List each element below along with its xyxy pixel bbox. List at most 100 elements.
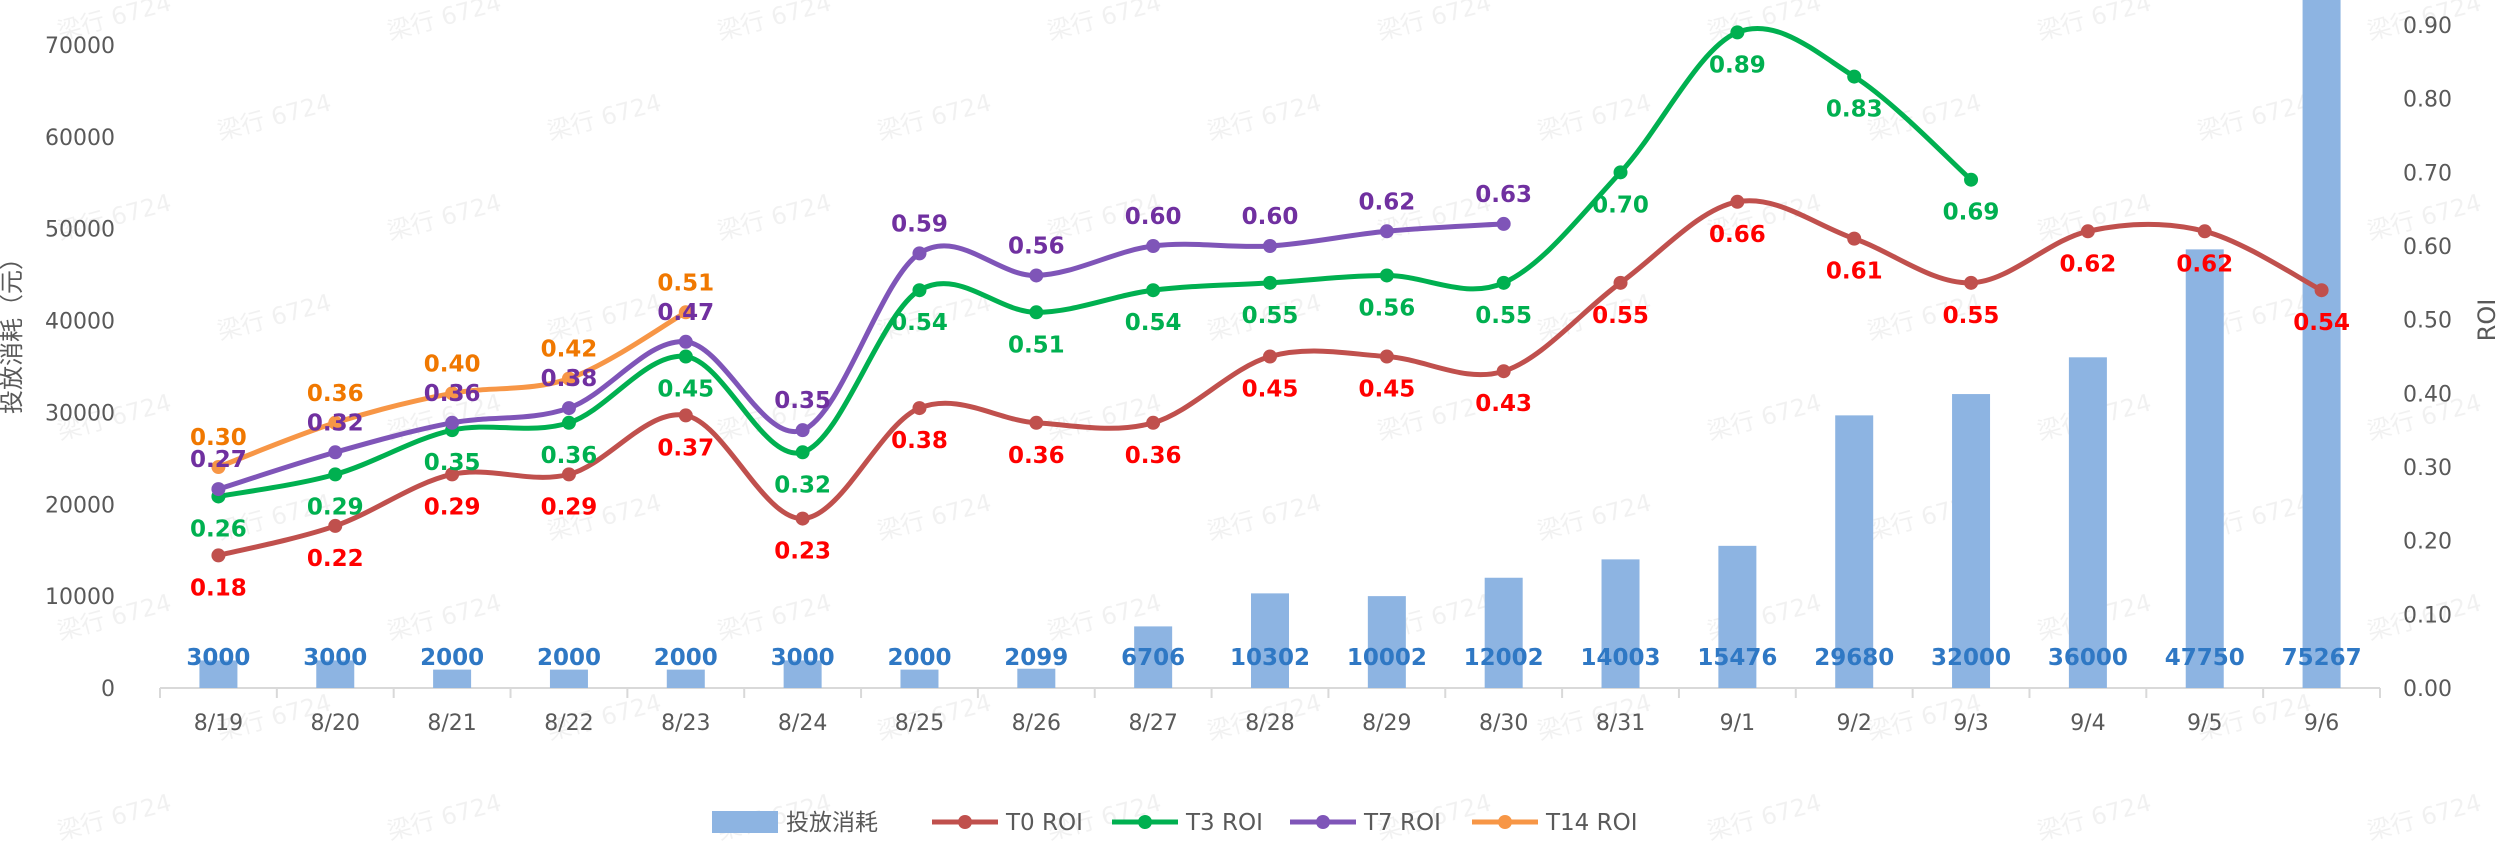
bar-value-label: 10002 <box>1347 645 1427 671</box>
bar-labels: 3000 3000 2000 2000 2000 3000 2000 2099 6706 1030… <box>186 645 2361 671</box>
bar-value-label: 47750 <box>2165 645 2245 671</box>
t3-roi-value-label: 0.89 <box>1709 52 1766 78</box>
bar-value-label: 15476 <box>1697 645 1777 671</box>
legend-label: T3 ROI <box>1185 810 1263 836</box>
watermark-text: 梁行 6724 <box>2034 0 2154 46</box>
watermark-text: 梁行 6724 <box>1044 0 1164 46</box>
legend-label: 投放消耗 <box>786 810 878 836</box>
t0-roi-point <box>795 511 810 526</box>
x-tick-label: 8/21 <box>427 711 476 736</box>
bar <box>1835 415 1874 688</box>
t0-roi-point <box>1496 364 1511 379</box>
watermark-text: 梁行 6724 <box>1534 489 1654 546</box>
bar <box>666 669 705 688</box>
t14-roi-value-label: 0.42 <box>541 337 598 363</box>
t0-roi-value-label: 0.45 <box>1242 377 1299 403</box>
bar <box>1601 559 1640 688</box>
bar-value-label: 29680 <box>1814 645 1894 671</box>
bar-value-label: 75267 <box>2282 645 2362 671</box>
t3-roi-point <box>795 445 810 460</box>
t0-roi-point <box>1730 194 1745 209</box>
watermark-text: 梁行 6724 <box>1534 89 1654 146</box>
right-axis-tick-label: 0.70 <box>2403 161 2452 186</box>
t3-roi-point <box>1379 268 1394 283</box>
t3-roi-point <box>561 415 576 430</box>
bar <box>433 669 472 688</box>
t0-roi-point <box>912 401 927 416</box>
watermark-text: 梁行 6724 <box>2194 89 2314 146</box>
t3-roi-value-label: 0.55 <box>1475 303 1532 329</box>
bar-value-label: 6706 <box>1121 645 1185 671</box>
right-axis-tick-label: 0.10 <box>2403 603 2452 628</box>
t0-roi-point <box>678 408 693 423</box>
t3-roi-point <box>1029 305 1044 320</box>
legend-swatch-marker <box>1316 815 1330 829</box>
t0-roi-value-label: 0.29 <box>541 494 598 520</box>
t0-roi-value-label: 0.36 <box>1125 443 1182 469</box>
t0-roi-value-label: 0.38 <box>891 428 948 454</box>
t3-roi-value-label: 0.26 <box>190 516 247 542</box>
x-tick-label: 9/5 <box>2187 711 2222 736</box>
t3-roi-value-label: 0.29 <box>307 494 364 520</box>
t14-roi-value-label: 0.30 <box>190 425 247 451</box>
t14-roi-point <box>211 460 226 474</box>
bar <box>2185 249 2224 688</box>
t3-roi-point <box>1146 283 1161 298</box>
t7-roi-value-label: 0.62 <box>1358 189 1415 215</box>
bar <box>1718 545 1757 688</box>
bar <box>199 660 238 688</box>
t7-roi-point <box>678 334 693 349</box>
t0-roi-value-label: 0.23 <box>774 539 831 565</box>
t0-roi-value-label: 0.61 <box>1826 259 1883 285</box>
bar <box>549 669 588 688</box>
t3-roi-value-label: 0.35 <box>424 450 481 476</box>
right-axis-tick-label: 0.20 <box>2403 530 2452 555</box>
watermark-text: 梁行 6724 <box>384 189 504 246</box>
legend-label: T7 ROI <box>1363 810 1441 836</box>
left-axis-tick-label: 40000 <box>45 310 115 335</box>
t3-roi-value-label: 0.45 <box>657 377 714 403</box>
left-axis-tick-label: 50000 <box>45 218 115 243</box>
t0-roi-point <box>328 518 343 533</box>
watermark-text: 梁行 6724 <box>1204 89 1324 146</box>
left-axis-tick-label: 70000 <box>45 34 115 59</box>
t7-roi-point <box>1379 224 1394 239</box>
x-tick-label: 8/29 <box>1362 711 1411 736</box>
t0-roi-point <box>1847 231 1862 246</box>
bar-value-label: 32000 <box>1931 645 2011 671</box>
watermark-text: 梁行 6724 <box>54 789 174 846</box>
t3-roi-point <box>1496 275 1511 290</box>
bar-value-label: 2099 <box>1004 645 1068 671</box>
t3-roi-point <box>1263 275 1277 290</box>
t0-roi-point <box>2197 224 2212 239</box>
t0-roi-value-label: 0.62 <box>2060 251 2117 277</box>
watermark-text: 梁行 6724 <box>214 289 334 346</box>
t7-roi-value-label: 0.35 <box>774 388 831 414</box>
bar <box>900 669 939 688</box>
watermark-text: 梁行 6724 <box>874 489 994 546</box>
t3-roi-value-label: 0.54 <box>891 310 948 336</box>
watermark-text: 梁行 6724 <box>2034 789 2154 846</box>
t0-roi-point <box>1964 275 1979 290</box>
t3-roi-value-label: 0.36 <box>541 443 598 469</box>
right-axis-tick-label: 0.60 <box>2403 235 2452 260</box>
t0-roi-value-label: 0.29 <box>424 494 481 520</box>
t0-roi-value-label: 0.55 <box>1592 303 1649 329</box>
watermark-text: 梁行 6724 <box>384 0 504 46</box>
t3-roi-value-label: 0.32 <box>774 472 831 498</box>
t7-roi-point <box>1263 239 1277 253</box>
bar-value-label: 10302 <box>1230 645 1310 671</box>
t0-roi-value-label: 0.43 <box>1475 391 1532 417</box>
bar <box>783 660 822 688</box>
x-tick-label: 8/24 <box>778 711 827 736</box>
watermark-text: 梁行 6724 <box>714 189 834 246</box>
bar <box>1367 596 1406 688</box>
t3-roi-value-label: 0.51 <box>1008 332 1065 358</box>
watermark-text: 梁行 6724 <box>384 589 504 646</box>
watermark-text: 梁行 6724 <box>2364 789 2484 846</box>
watermark-text: 梁行 6724 <box>714 0 834 46</box>
x-tick-label: 9/2 <box>1837 711 1872 736</box>
x-tick-label: 8/30 <box>1479 711 1528 736</box>
bar <box>1251 593 1289 688</box>
watermark-text: 梁行 6724 <box>2034 189 2154 246</box>
